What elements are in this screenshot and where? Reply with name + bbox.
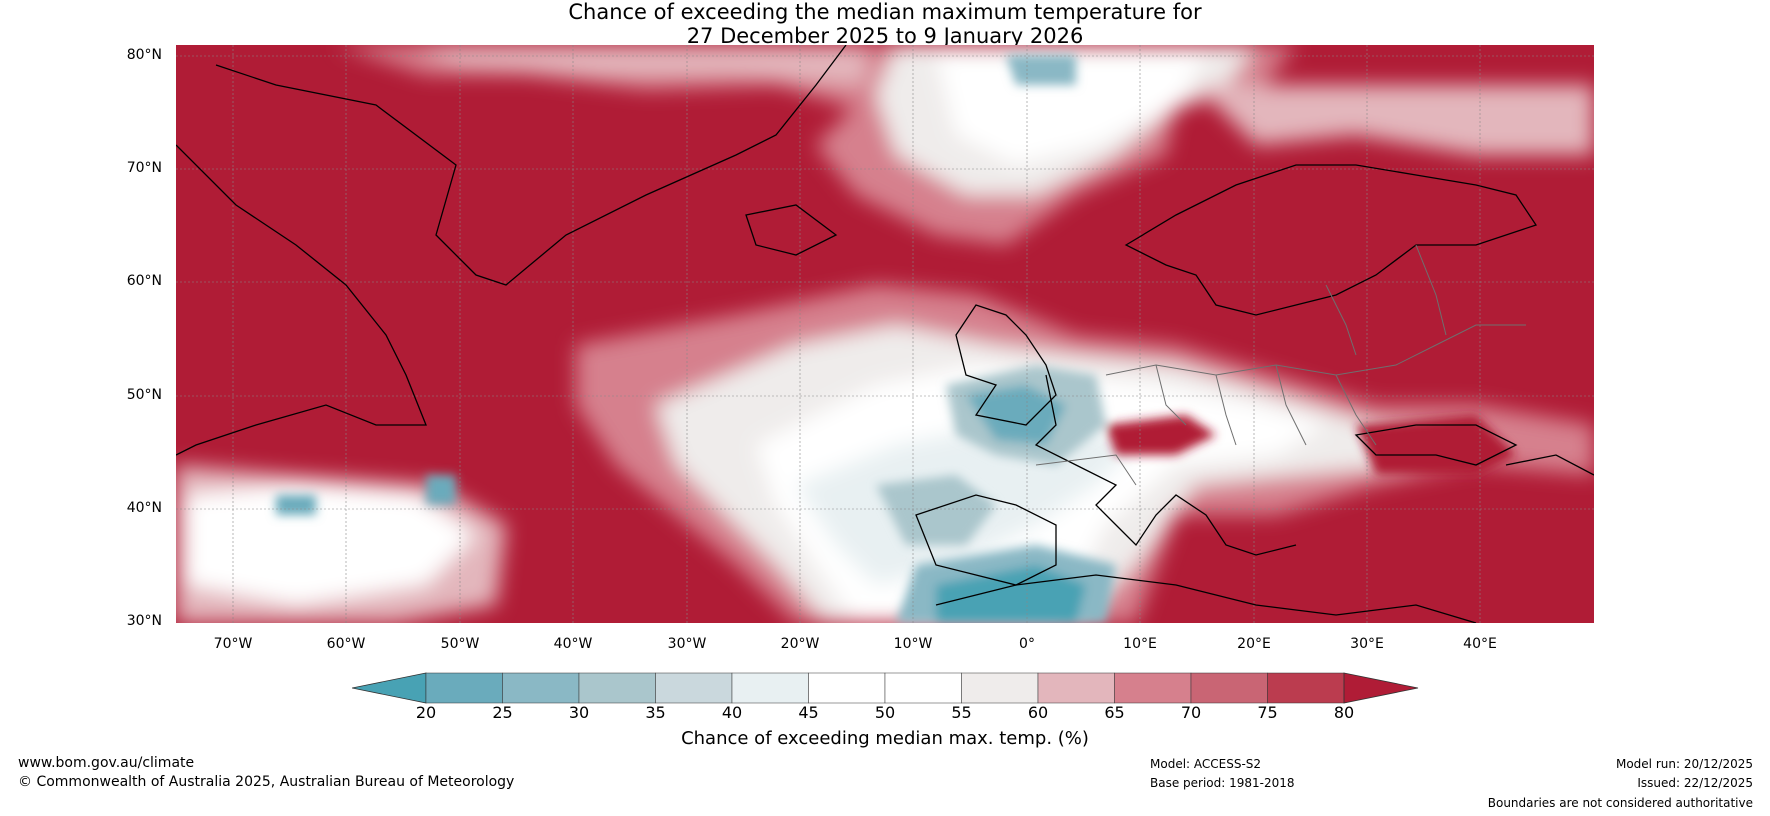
lon-label-50w: 50°W [440, 636, 480, 652]
lon-label-20w: 20°W [780, 636, 820, 652]
lon-label-70w: 70°W [213, 636, 253, 652]
colorbar-segment [961, 672, 1039, 704]
colorbar-tick-label: 30 [568, 703, 590, 722]
lat-label-30n: 30°N [126, 613, 162, 629]
colorbar-extend-high [1343, 672, 1419, 704]
lon-label-10w: 10°W [893, 636, 933, 652]
colorbar-segment [1267, 672, 1345, 704]
colorbar-segment [578, 672, 656, 704]
lon-label-40e: 40°E [1463, 636, 1497, 652]
website-link[interactable]: www.bom.gov.au/climate [18, 755, 195, 771]
title-line-1: Chance of exceeding the median maximum t… [568, 0, 1202, 24]
coastlines [176, 45, 1594, 623]
colorbar-tick-label: 55 [951, 703, 972, 722]
lat-label-70n: 70°N [126, 160, 162, 176]
lon-label-60w: 60°W [326, 636, 366, 652]
colorbar-segment [808, 672, 886, 704]
lon-label-30e: 30°E [1350, 636, 1384, 652]
lon-label-30w: 30°W [667, 636, 707, 652]
colorbar-tick-label: 20 [415, 703, 437, 722]
colorbar-segment [655, 672, 733, 704]
issued-text: Issued: 22/12/2025 [1637, 776, 1753, 790]
lat-label-40n: 40°N [126, 500, 162, 516]
colorbar-label: Chance of exceeding median max. temp. (%… [681, 728, 1089, 749]
colorbar-segment [731, 672, 809, 704]
lat-label-60n: 60°N [126, 273, 162, 289]
forecast-map [176, 45, 1594, 623]
colorbar-tick-label: 65 [1104, 703, 1125, 722]
map-title: Chance of exceeding the median maximum t… [0, 0, 1770, 48]
colorbar-tick-label: 50 [874, 703, 896, 722]
colorbar-segment [1114, 672, 1192, 704]
colorbar [351, 672, 1422, 708]
title-line-2: 27 December 2025 to 9 January 2026 [686, 24, 1084, 48]
colorbar-tick-label: 60 [1027, 703, 1049, 722]
colorbar-extend-low [351, 672, 427, 704]
lat-label-50n: 50°N [126, 387, 162, 403]
colorbar-segment [1190, 672, 1268, 704]
colorbar-tick-label: 40 [721, 703, 743, 722]
colorbar-segment [425, 672, 503, 704]
model-run-text: Model run: 20/12/2025 [1615, 757, 1753, 771]
lat-label-80n: 80°N [126, 47, 162, 63]
graticule [176, 45, 1594, 623]
forecast-map-svg [176, 45, 1594, 623]
colorbar-svg [351, 672, 1419, 704]
colorbar-tick-label: 70 [1180, 703, 1202, 722]
lon-label-0: 0° [1019, 636, 1035, 652]
base-period-text: Base period: 1981-2018 [1150, 776, 1295, 790]
lon-label-40w: 40°W [553, 636, 593, 652]
disclaimer-text: Boundaries are not considered authoritat… [1487, 796, 1753, 810]
model-text: Model: ACCESS-S2 [1150, 757, 1262, 771]
colorbar-tick-label: 25 [492, 703, 513, 722]
colorbar-tick-label: 35 [645, 703, 666, 722]
lon-label-10e: 10°E [1123, 636, 1157, 652]
colorbar-segment [884, 672, 962, 704]
lon-label-20e: 20°E [1237, 636, 1271, 652]
colorbar-tick-label: 80 [1333, 703, 1355, 722]
colorbar-segment [502, 672, 580, 704]
country-borders [1035, 244, 1526, 486]
colorbar-segment [1037, 672, 1115, 704]
colorbar-tick-label: 75 [1257, 703, 1278, 722]
copyright-text: © Commonwealth of Australia 2025, Austra… [18, 774, 515, 790]
colorbar-tick-label: 45 [798, 703, 819, 722]
